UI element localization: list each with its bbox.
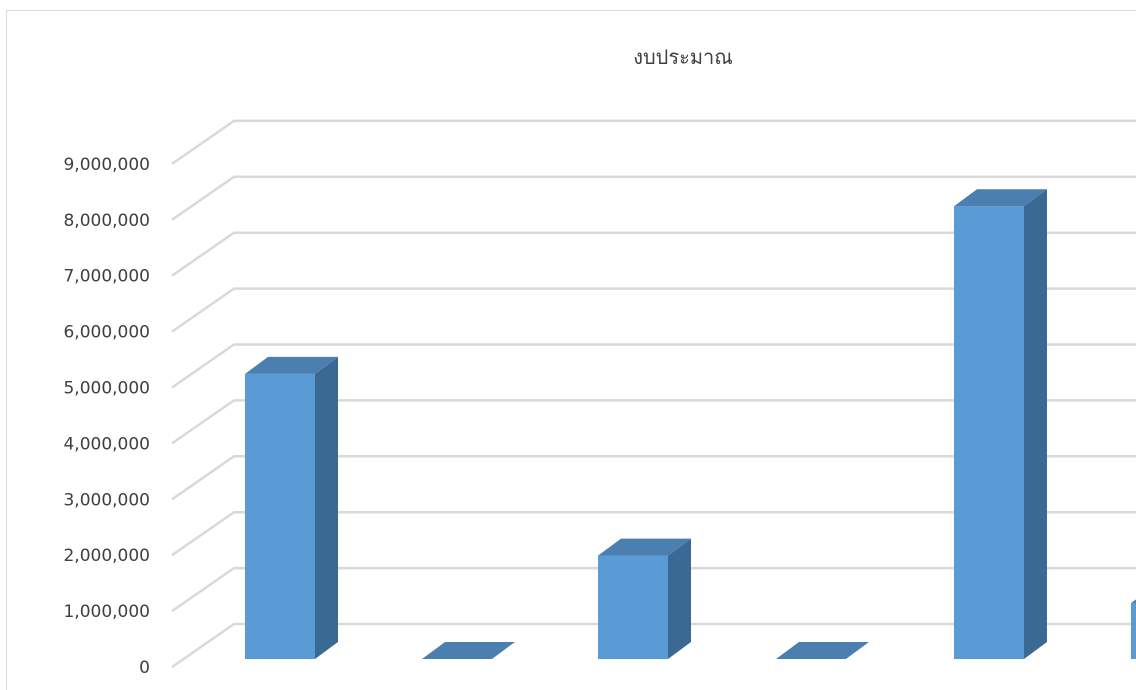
bar bbox=[245, 356, 338, 659]
bar bbox=[954, 189, 1047, 659]
gridline bbox=[171, 455, 1136, 501]
bar-top bbox=[776, 642, 869, 659]
y-axis-ticks: 0 1,000,000 2,000,000 3,000,000 4,000,000 5,0… bbox=[63, 155, 150, 678]
y-tick-label: 6,000,000 bbox=[63, 323, 150, 343]
gridlines bbox=[171, 119, 1136, 669]
bar-top bbox=[954, 189, 1047, 207]
bar-top bbox=[245, 356, 338, 374]
bar-top bbox=[422, 642, 515, 659]
bars bbox=[245, 189, 1136, 659]
y-tick-label: 0 bbox=[139, 658, 150, 678]
y-tick-label: 2,000,000 bbox=[63, 546, 150, 566]
gridline bbox=[171, 175, 1136, 221]
bar-front bbox=[1131, 603, 1136, 659]
gridline bbox=[171, 287, 1136, 333]
gridline bbox=[171, 510, 1136, 557]
y-tick-label: 7,000,000 bbox=[63, 267, 150, 287]
bar-top bbox=[1131, 599, 1136, 604]
y-tick-label: 8,000,000 bbox=[63, 211, 150, 231]
y-tick-label: 5,000,000 bbox=[63, 379, 150, 399]
bar-top bbox=[598, 538, 691, 556]
gridline bbox=[171, 119, 1136, 165]
y-tick-label: 1,000,000 bbox=[63, 602, 150, 622]
gridline bbox=[171, 343, 1136, 389]
y-tick-label: 3,000,000 bbox=[63, 490, 150, 510]
bar-side bbox=[668, 538, 691, 659]
bar bbox=[776, 642, 869, 659]
gridline bbox=[171, 566, 1136, 613]
chart-title: งบประมาณ bbox=[633, 45, 733, 69]
bar bbox=[598, 538, 691, 659]
gridline bbox=[171, 622, 1136, 669]
bar bbox=[422, 642, 515, 659]
bar-front bbox=[954, 206, 1024, 659]
gridline bbox=[171, 399, 1136, 445]
gridline bbox=[171, 231, 1136, 277]
bar-front bbox=[245, 373, 315, 659]
bar-side bbox=[315, 356, 338, 659]
bar-front bbox=[598, 555, 668, 659]
chart-area bbox=[6, 10, 1136, 690]
bar bbox=[1131, 599, 1136, 659]
y-tick-label: 4,000,000 bbox=[63, 434, 150, 454]
y-tick-label: 9,000,000 bbox=[63, 155, 150, 175]
bar-side bbox=[1024, 189, 1047, 659]
